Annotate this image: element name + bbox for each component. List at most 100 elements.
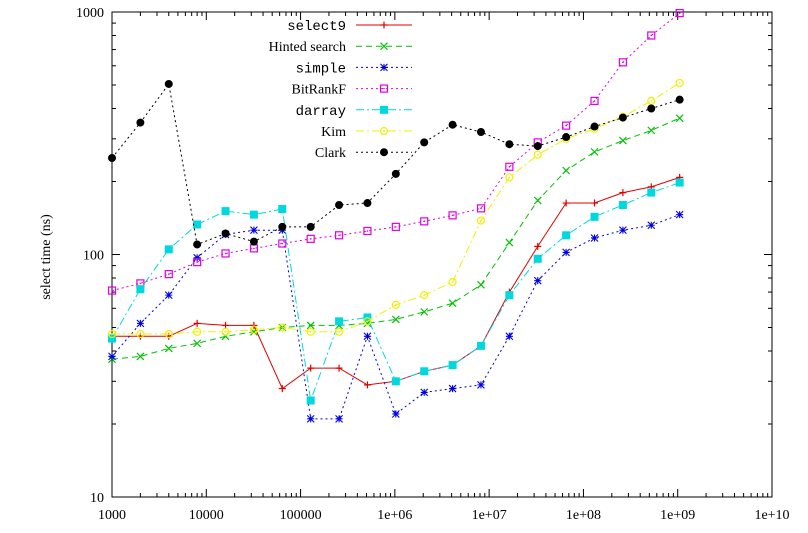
data-point-dot: [395, 226, 397, 228]
data-point: [420, 217, 429, 226]
data-point: [363, 381, 371, 389]
series-select9: [108, 173, 684, 393]
data-point: [647, 188, 656, 197]
data-point: [363, 332, 372, 341]
data-point: [448, 299, 457, 308]
data-point: [108, 334, 116, 343]
data-point: [363, 199, 372, 208]
data-point-dot: [622, 61, 624, 64]
data-point: [618, 113, 627, 122]
data-point: [420, 291, 429, 300]
data-point: [476, 204, 486, 213]
data-point: [675, 114, 684, 123]
data-point: [193, 339, 202, 348]
data-point: [335, 317, 344, 326]
data-point-dot: [224, 252, 227, 255]
data-point: [307, 364, 315, 372]
data-point: [562, 248, 571, 257]
data-point: [363, 317, 372, 326]
data-point-dot: [650, 34, 653, 37]
data-point: [675, 95, 684, 104]
x-tick-label: 100000: [280, 508, 322, 523]
data-point-dot: [678, 82, 681, 84]
data-point-dot: [678, 12, 681, 14]
data-point: [533, 142, 542, 151]
legend: select9 Hinted search simple BitRankF darray…: [269, 19, 412, 161]
legend-item: select9: [287, 19, 412, 35]
data-point-dot: [480, 219, 482, 222]
x-tick-label: 1000: [98, 508, 126, 523]
data-point: [477, 280, 485, 289]
data-point: [136, 352, 145, 361]
legend-label: Kim: [321, 125, 346, 140]
data-point-dot: [196, 330, 198, 333]
data-point-dot: [281, 242, 284, 245]
data-point: [391, 410, 400, 418]
data-point: [675, 210, 684, 219]
data-point-dot: [139, 282, 142, 285]
data-point: [562, 133, 571, 142]
data-point-dot: [253, 247, 255, 250]
data-point: [562, 231, 571, 240]
data-point: [647, 126, 656, 135]
data-point: [221, 327, 230, 336]
data-point: [420, 307, 429, 316]
data-point: [108, 153, 116, 162]
data-point: [278, 385, 286, 393]
data-point: [590, 122, 599, 131]
data-point: [306, 327, 315, 336]
data-point: [380, 21, 388, 29]
y-tick-label: 10: [90, 491, 104, 506]
data-point: [590, 212, 599, 221]
legend-item: Clark: [315, 146, 412, 161]
series-hinted-search: [108, 114, 684, 364]
data-point: [391, 315, 400, 324]
data-point: [278, 323, 287, 332]
data-point-dot: [383, 87, 385, 90]
data-point: [221, 207, 230, 216]
data-point: [675, 78, 684, 88]
legend-item: darray: [296, 104, 412, 120]
data-point: [675, 178, 684, 187]
x-tick-label: 1e+07: [472, 508, 507, 523]
data-point: [278, 222, 287, 231]
data-point: [193, 220, 202, 229]
data-point: [380, 148, 388, 157]
data-point: [335, 414, 343, 423]
data-point: [136, 319, 145, 328]
data-point-dot: [451, 214, 454, 217]
data-point-dot: [366, 320, 369, 323]
data-point: [647, 96, 656, 105]
legend-label: Clark: [315, 146, 346, 161]
series-clark: [108, 79, 684, 249]
data-point: [306, 234, 315, 243]
data-point: [505, 332, 514, 341]
data-point: [193, 319, 201, 327]
x-tick-label: 1e+10: [754, 508, 789, 523]
data-point: [306, 222, 315, 231]
data-point: [391, 222, 400, 231]
data-point: [533, 196, 542, 205]
data-point: [379, 126, 389, 136]
legend-label: select9: [287, 19, 346, 35]
data-point-dot: [167, 273, 170, 275]
data-point: [391, 377, 400, 386]
data-point: [391, 169, 400, 178]
data-point-dot: [281, 326, 284, 329]
legend-label: darray: [296, 104, 346, 120]
data-point: [590, 96, 599, 105]
plot-frame: [111, 11, 773, 498]
data-point: [249, 325, 259, 334]
data-point: [221, 249, 230, 258]
data-point: [477, 380, 485, 389]
data-point: [647, 221, 656, 230]
data-point: [164, 79, 173, 88]
data-point: [448, 211, 457, 220]
data-point: [448, 120, 457, 129]
data-point: [534, 242, 542, 250]
data-point: [562, 121, 571, 130]
data-point: [164, 344, 173, 353]
data-point: [278, 239, 287, 248]
data-point: [590, 234, 599, 242]
